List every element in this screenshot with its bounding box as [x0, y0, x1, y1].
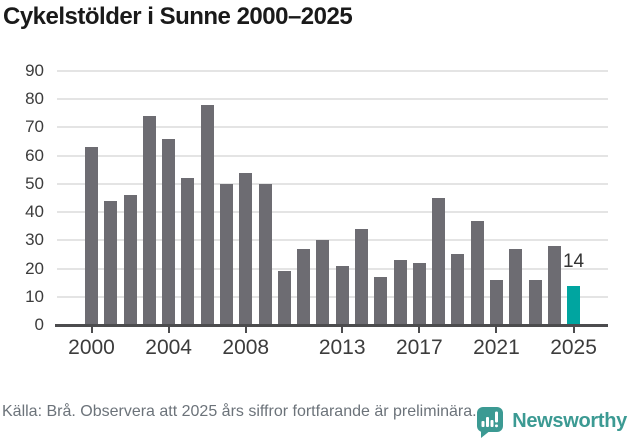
gridline-30 — [57, 239, 608, 242]
newsworthy-logo[interactable]: Newsworthy — [475, 404, 627, 438]
x-tick-2025 — [572, 327, 575, 333]
bar-2024 — [547, 245, 561, 325]
x-tick-label-2013: 2013 — [318, 336, 366, 359]
bar-2016 — [393, 260, 407, 325]
gridline-40 — [57, 211, 608, 214]
x-tick-2017 — [418, 327, 421, 333]
bar-2003 — [142, 116, 156, 325]
x-tick-2000 — [90, 327, 93, 333]
bar-chart-speech-bubble-icon — [477, 407, 504, 438]
bar-2014 — [354, 229, 368, 325]
y-tick-label-90: 90 — [25, 61, 44, 80]
bar-2019 — [451, 254, 465, 325]
gridline-60 — [57, 154, 608, 157]
y-tick-label-30: 30 — [25, 230, 44, 250]
gridline-10 — [57, 295, 608, 298]
gridline-20 — [57, 267, 608, 270]
bar-2008 — [239, 172, 253, 325]
highlight-value-label: 14 — [562, 251, 585, 273]
y-tick-label-0: 0 — [34, 315, 44, 334]
x-tick-label-2004: 2004 — [145, 336, 192, 359]
y-tick-label-50: 50 — [25, 173, 44, 193]
source-note: Källa: Brå. Observera att 2025 års siffr… — [2, 403, 477, 420]
x-tick-2008 — [244, 327, 247, 333]
gridline-90 — [57, 70, 608, 72]
bar-2007 — [219, 183, 233, 325]
chart-title: Cykelstölder i Sunne 2000–2025 — [3, 3, 353, 30]
bar-2025 — [567, 285, 581, 325]
bar-2010 — [277, 271, 291, 325]
y-tick-label-40: 40 — [25, 202, 44, 222]
bar-2006 — [200, 104, 214, 325]
bar-2004 — [162, 138, 176, 325]
x-tick-2013 — [341, 327, 344, 333]
brand-name: Newsworthy — [512, 409, 627, 432]
y-tick-label-10: 10 — [25, 286, 44, 306]
x-tick-2021 — [495, 327, 498, 333]
bar-2001 — [104, 200, 118, 325]
x-tick-label-2008: 2008 — [222, 336, 270, 359]
bar-2015 — [374, 277, 388, 325]
x-tick-label-2017: 2017 — [395, 336, 443, 359]
gridline-80 — [57, 98, 608, 101]
y-tick-label-60: 60 — [25, 145, 44, 165]
x-tick-label-2021: 2021 — [473, 336, 520, 359]
x-tick-label-2025: 2025 — [550, 336, 597, 359]
bar-2012 — [316, 240, 330, 325]
plot-area — [55, 70, 608, 325]
bar-2013 — [335, 265, 349, 325]
bar-2022 — [509, 248, 523, 325]
bar-2020 — [470, 220, 484, 325]
bar-2021 — [489, 279, 503, 325]
bar-2005 — [181, 178, 195, 325]
y-tick-label-70: 70 — [25, 117, 44, 137]
bar-2023 — [528, 279, 542, 325]
gridline-70 — [57, 126, 608, 129]
bar-2000 — [85, 147, 98, 325]
bar-2009 — [258, 183, 272, 325]
x-tick-label-2000: 2000 — [68, 336, 115, 359]
bar-2002 — [123, 195, 137, 325]
y-tick-label-20: 20 — [25, 258, 44, 278]
bar-2011 — [297, 248, 311, 325]
bar-2018 — [432, 198, 446, 325]
bar-chart: 0 10 20 30 40 50 60 70 80 90 2000 2004 2008 2013 2017… — [25, 61, 608, 359]
bar-2017 — [412, 262, 426, 325]
x-axis-line — [55, 324, 608, 327]
gridline-50 — [57, 182, 608, 185]
x-tick-2004 — [167, 327, 170, 333]
y-tick-label-80: 80 — [25, 89, 44, 109]
